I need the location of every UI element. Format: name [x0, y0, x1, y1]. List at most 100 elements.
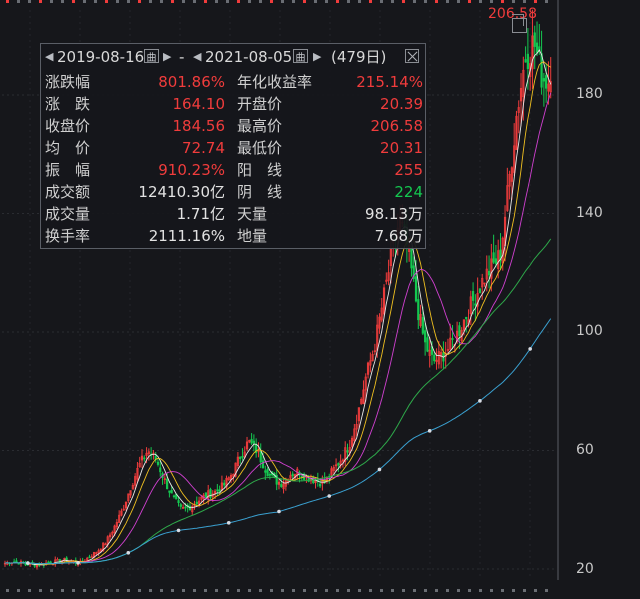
candle-body[interactable]	[225, 477, 228, 488]
candle-body[interactable]	[517, 107, 520, 113]
candle-body[interactable]	[188, 506, 192, 511]
candle-body[interactable]	[300, 475, 303, 478]
candle-body[interactable]	[417, 299, 420, 321]
candle-body[interactable]	[529, 63, 532, 77]
candle-body[interactable]	[458, 325, 461, 337]
candle-body[interactable]	[191, 506, 194, 513]
candle-body[interactable]	[369, 360, 372, 366]
start-calendar-icon[interactable]: 曲	[144, 49, 159, 64]
candle-body[interactable]	[108, 534, 112, 538]
candle-body[interactable]	[129, 490, 132, 496]
candle-body[interactable]	[419, 314, 422, 326]
candle-body[interactable]	[120, 510, 123, 516]
candle-body[interactable]	[344, 447, 347, 462]
candle-body[interactable]	[355, 424, 358, 430]
candle-body[interactable]	[236, 456, 240, 466]
candle-body[interactable]	[535, 42, 539, 54]
candle-body[interactable]	[239, 456, 242, 459]
candle-body[interactable]	[549, 81, 552, 93]
candle-body[interactable]	[291, 473, 294, 477]
candle-body[interactable]	[113, 525, 116, 533]
candle-body[interactable]	[88, 556, 91, 559]
candle-body[interactable]	[510, 167, 514, 182]
candle-body[interactable]	[364, 376, 367, 391]
candle-body[interactable]	[134, 476, 137, 486]
candle-body[interactable]	[170, 490, 173, 494]
candle-body[interactable]	[492, 252, 495, 263]
candle-body[interactable]	[440, 352, 443, 358]
candle-body[interactable]	[277, 481, 281, 485]
candle-body[interactable]	[389, 248, 392, 266]
candle-body[interactable]	[127, 493, 130, 502]
candle-body[interactable]	[168, 490, 171, 493]
candle-body[interactable]	[122, 508, 125, 511]
candle-body[interactable]	[159, 467, 162, 473]
end-prev-arrow-icon[interactable]: ◀	[193, 50, 202, 63]
candle-body[interactable]	[533, 32, 536, 47]
candle-body[interactable]	[3, 562, 7, 565]
candle-body[interactable]	[526, 53, 529, 69]
candle-body[interactable]	[387, 272, 390, 281]
candle-body[interactable]	[268, 474, 271, 476]
end-next-arrow-icon[interactable]: ▶	[313, 50, 322, 63]
candle-body[interactable]	[469, 296, 472, 315]
candle-body[interactable]	[145, 452, 148, 456]
candle-body[interactable]	[410, 249, 413, 269]
candle-body[interactable]	[261, 460, 265, 469]
candle-body[interactable]	[318, 483, 322, 487]
candle-body[interactable]	[223, 482, 226, 486]
candle-body[interactable]	[542, 78, 545, 82]
candle-body[interactable]	[499, 249, 502, 262]
candle-body[interactable]	[412, 265, 415, 279]
candle-body[interactable]	[426, 337, 429, 352]
candle-body[interactable]	[282, 483, 285, 490]
candle-body[interactable]	[437, 351, 440, 365]
candle-body[interactable]	[506, 185, 509, 211]
candle-body[interactable]	[266, 469, 269, 477]
restore-window-icon[interactable]	[512, 14, 527, 33]
candle-body[interactable]	[138, 462, 141, 468]
candle-body[interactable]	[248, 440, 251, 443]
candle-body[interactable]	[147, 451, 150, 455]
candle-body[interactable]	[332, 466, 335, 472]
candle-body[interactable]	[204, 492, 208, 498]
candle-body[interactable]	[471, 291, 475, 301]
candle-body[interactable]	[540, 53, 543, 88]
start-next-arrow-icon[interactable]: ▶	[163, 50, 172, 63]
candle-body[interactable]	[252, 440, 255, 444]
candle-body[interactable]	[435, 359, 438, 362]
candle-body[interactable]	[218, 489, 221, 493]
candle-body[interactable]	[362, 389, 365, 405]
candlestick-series[interactable]	[3, 9, 552, 570]
candle-body[interactable]	[90, 556, 93, 558]
candle-body[interactable]	[513, 145, 516, 173]
candle-body[interactable]	[485, 268, 488, 280]
candle-body[interactable]	[487, 270, 491, 276]
candle-body[interactable]	[476, 293, 479, 307]
candle-body[interactable]	[179, 504, 182, 507]
candle-body[interactable]	[346, 450, 349, 453]
candle-body[interactable]	[95, 552, 98, 554]
candle-body[interactable]	[257, 450, 260, 452]
candle-body[interactable]	[213, 490, 217, 494]
candle-body[interactable]	[380, 307, 383, 321]
candle-body[interactable]	[207, 490, 210, 499]
candle-body[interactable]	[156, 461, 160, 465]
candle-body[interactable]	[382, 287, 386, 315]
candle-body[interactable]	[524, 59, 527, 63]
candle-body[interactable]	[115, 522, 118, 528]
candle-body[interactable]	[353, 428, 356, 441]
candle-body[interactable]	[494, 258, 498, 264]
candle-body[interactable]	[111, 531, 114, 535]
candle-body[interactable]	[250, 438, 253, 444]
candle-body[interactable]	[357, 407, 361, 422]
candle-body[interactable]	[172, 495, 176, 498]
end-calendar-icon[interactable]: 曲	[293, 49, 308, 64]
candle-body[interactable]	[350, 437, 354, 447]
candle-body[interactable]	[136, 467, 139, 480]
candle-body[interactable]	[497, 250, 500, 269]
candle-body[interactable]	[24, 563, 27, 566]
candle-body[interactable]	[131, 484, 134, 490]
close-icon[interactable]	[405, 49, 419, 63]
candle-body[interactable]	[140, 455, 144, 461]
